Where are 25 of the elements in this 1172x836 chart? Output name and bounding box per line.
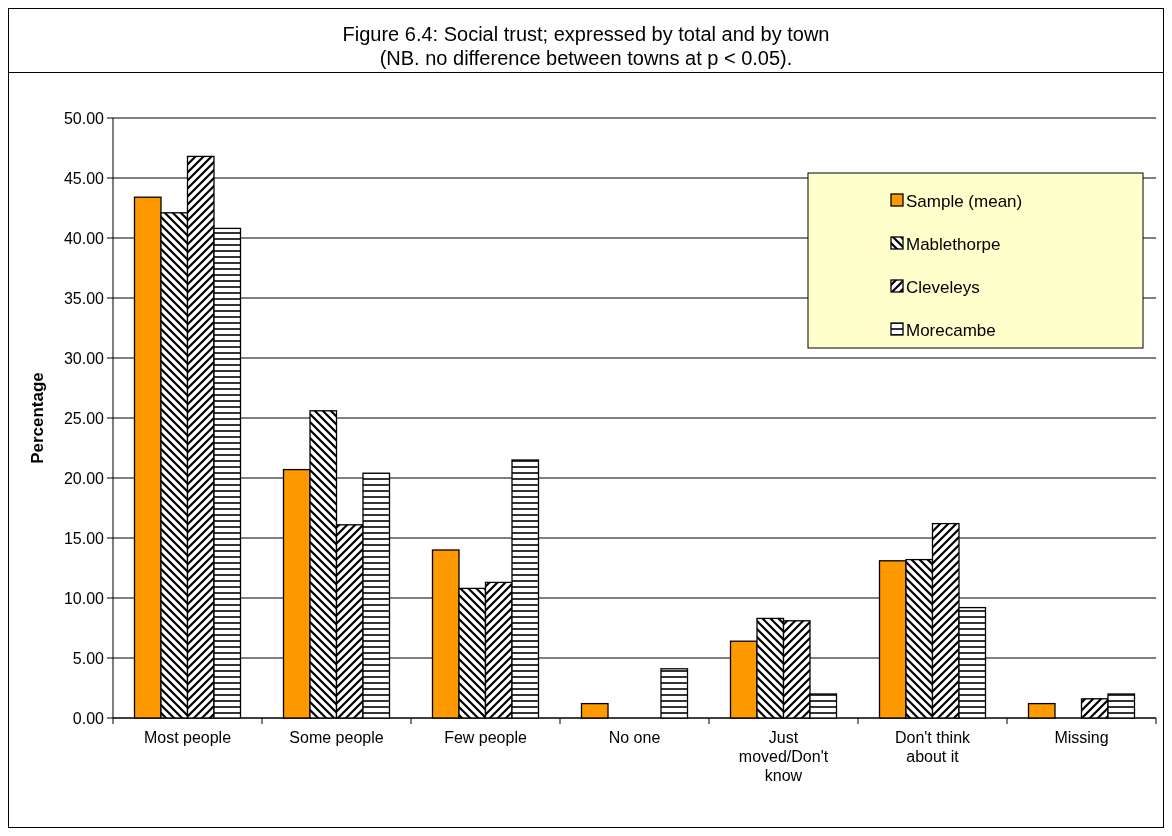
x-tick-label: No one [608,729,661,746]
chart-title: Figure 6.4: Social trust; expressed by total and by town [342,23,830,45]
y-tick-label: 35.00 [63,289,105,307]
y-axis-title: Percentage [28,372,47,464]
x-tick-label: Most people [143,729,232,746]
x-tick-label: Some people [289,729,384,746]
y-tick-label: 0.00 [72,709,105,727]
y-tick-label: 50.00 [63,109,105,127]
x-tick-label: Few people [444,729,527,746]
x-tick-label: Don't think about it [894,729,972,765]
x-tick-label: Just moved/Don't know [738,729,829,784]
y-tick-label: 25.00 [63,409,105,427]
chart-subtitle: (NB. no difference between towns at p < 0.05). [379,47,793,69]
y-tick-label: 15.00 [63,529,105,547]
x-tick-label: Missing [1054,729,1109,746]
legend-label: Cleveleys [906,277,980,297]
y-tick-label: 40.00 [63,229,105,247]
y-tick-label: 45.00 [63,169,105,187]
legend-label: Sample (mean) [906,191,1023,211]
y-tick-label: 10.00 [63,589,105,607]
y-tick-label: 20.00 [63,469,105,487]
y-tick-label: 5.00 [72,649,105,667]
y-tick-label: 30.00 [63,349,105,367]
legend-label: Mablethorpe [906,234,1001,254]
legend-label: Morecambe [906,320,996,340]
